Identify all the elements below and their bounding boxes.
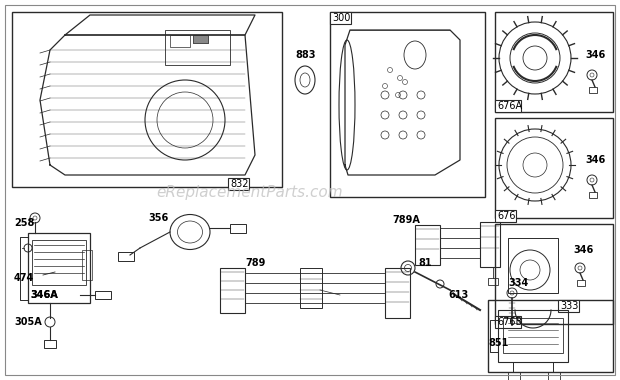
Bar: [228, 178, 249, 190]
Text: 305A: 305A: [14, 317, 42, 327]
Bar: [495, 100, 521, 112]
Bar: [55, 268, 69, 276]
Text: 346A: 346A: [30, 290, 58, 300]
Bar: [577, 280, 585, 286]
Text: 81: 81: [418, 258, 432, 268]
Text: 613: 613: [448, 290, 468, 300]
Text: 789: 789: [245, 258, 265, 268]
Bar: [300, 268, 322, 308]
Bar: [330, 12, 350, 24]
Bar: [230, 224, 246, 233]
Bar: [488, 300, 613, 372]
Bar: [508, 238, 558, 293]
Bar: [589, 192, 597, 198]
Bar: [170, 35, 190, 47]
Bar: [165, 30, 230, 65]
Text: 832: 832: [230, 179, 249, 189]
Bar: [118, 252, 134, 261]
Bar: [330, 12, 485, 197]
Text: 346: 346: [573, 245, 593, 255]
Text: 883: 883: [295, 50, 316, 60]
Bar: [495, 12, 613, 112]
Text: 300: 300: [332, 13, 350, 23]
Bar: [480, 222, 500, 267]
Bar: [28, 233, 90, 303]
Bar: [503, 318, 563, 353]
Bar: [558, 300, 578, 312]
Bar: [498, 310, 568, 362]
Bar: [415, 225, 440, 265]
Bar: [82, 250, 92, 280]
Bar: [508, 372, 520, 380]
Text: 676A: 676A: [497, 101, 522, 111]
Text: 258: 258: [14, 218, 34, 228]
Text: 356: 356: [148, 213, 168, 223]
Text: 789A: 789A: [392, 215, 420, 225]
Text: 346: 346: [585, 155, 605, 165]
Bar: [495, 224, 613, 324]
Bar: [220, 268, 245, 313]
Text: eReplacementParts.com: eReplacementParts.com: [157, 185, 343, 200]
Bar: [44, 340, 56, 348]
Bar: [495, 210, 515, 222]
Bar: [495, 316, 521, 328]
Bar: [193, 35, 208, 43]
Bar: [95, 291, 111, 299]
Bar: [193, 35, 208, 43]
Text: 333: 333: [560, 301, 578, 311]
Bar: [385, 268, 410, 318]
Text: 346A: 346A: [30, 290, 58, 300]
Text: 676B: 676B: [497, 317, 522, 327]
Text: 346: 346: [585, 50, 605, 60]
Bar: [488, 278, 498, 285]
Bar: [548, 372, 560, 380]
Bar: [32, 240, 86, 285]
Bar: [495, 118, 613, 218]
Text: 676: 676: [497, 211, 515, 221]
Bar: [12, 12, 282, 187]
Text: 851: 851: [488, 338, 508, 348]
Bar: [589, 87, 597, 93]
Text: 474: 474: [14, 273, 34, 283]
Text: 334: 334: [508, 278, 528, 288]
